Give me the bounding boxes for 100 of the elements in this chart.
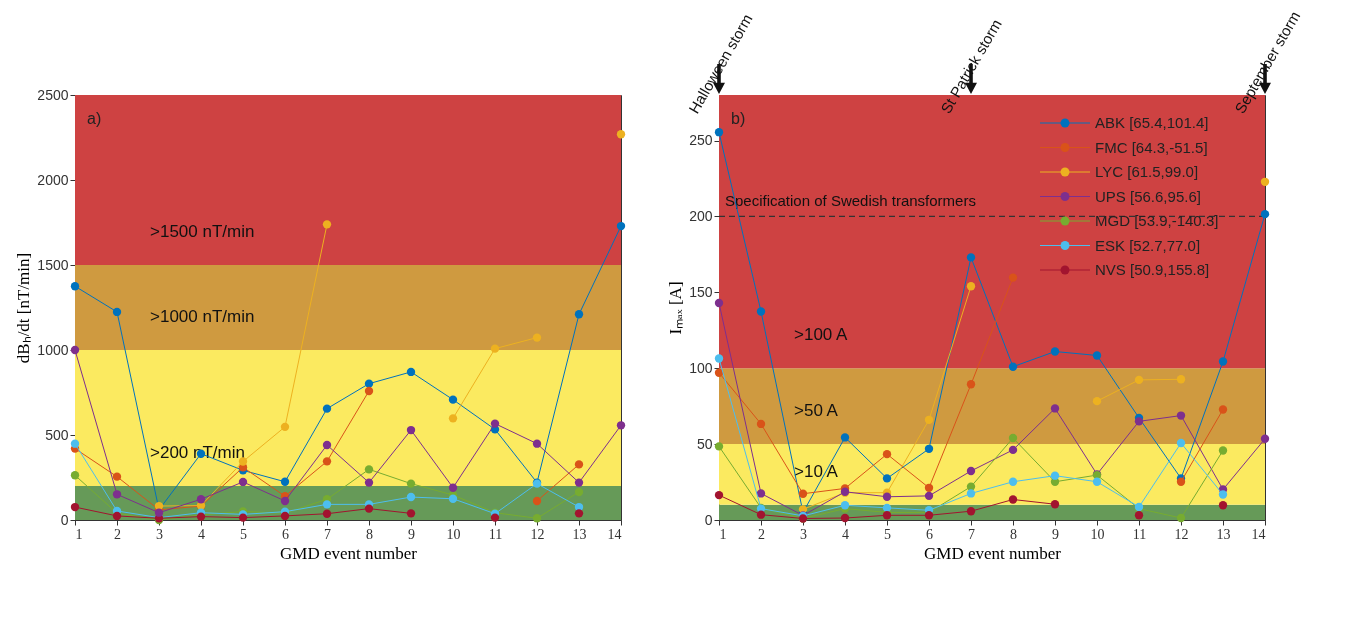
point <box>616 421 626 430</box>
x-tick-label: 2 <box>758 526 765 542</box>
point <box>756 489 766 498</box>
x-tick-label: 6 <box>926 526 933 542</box>
point <box>364 386 374 396</box>
point <box>1176 375 1186 384</box>
x-tick-label: 10 <box>446 526 461 542</box>
band-label: >1000 nT/min <box>150 307 255 326</box>
legend-label: ABK [65.4,101.4] <box>1095 114 1209 131</box>
y-tick-label: 100 <box>689 359 713 376</box>
x-tick-label: 14 <box>607 526 622 542</box>
point <box>966 507 976 516</box>
point <box>322 509 332 518</box>
x-tick-label: 5 <box>884 526 891 542</box>
y-tick-label: 150 <box>689 283 713 300</box>
y-tick-label: 250 <box>689 132 713 149</box>
x-tick-label: 3 <box>800 526 807 542</box>
band-label: >10 A <box>794 461 839 481</box>
point <box>1092 396 1102 406</box>
point <box>882 449 892 459</box>
point <box>714 490 724 500</box>
x-tick-label: 3 <box>156 526 163 542</box>
point <box>1050 347 1060 356</box>
point <box>280 422 290 432</box>
point <box>238 457 248 466</box>
point <box>112 490 122 499</box>
point <box>574 478 584 487</box>
point <box>322 500 332 509</box>
x-tick-label: 11 <box>1132 526 1147 542</box>
x-tick-label: 4 <box>842 526 849 542</box>
point <box>1218 446 1228 455</box>
point <box>574 509 584 518</box>
point <box>322 220 332 229</box>
point <box>532 496 542 506</box>
point <box>280 477 290 486</box>
point <box>322 457 332 466</box>
point <box>280 496 290 506</box>
point <box>1260 434 1270 443</box>
y-tick-label: 500 <box>45 426 69 443</box>
point <box>406 479 416 488</box>
band-label: >50 A <box>794 401 839 421</box>
legend-label: LYC [61.5,99.0] <box>1095 163 1199 180</box>
point <box>1260 177 1270 186</box>
x-tick-label: 9 <box>1052 526 1059 542</box>
point <box>714 128 724 137</box>
point <box>490 513 500 522</box>
point <box>840 433 850 442</box>
x-tick-label: 13 <box>1216 526 1231 542</box>
y-tick-label: 2500 <box>37 86 69 103</box>
point <box>322 404 332 413</box>
point <box>1218 501 1228 510</box>
point <box>1260 209 1270 219</box>
x-tick-label: 11 <box>488 526 503 542</box>
point <box>490 419 500 428</box>
x-tick-label: 4 <box>198 526 205 542</box>
point <box>574 310 584 319</box>
point <box>1050 471 1060 480</box>
point <box>1176 411 1186 420</box>
x-tick-label: 14 <box>1251 526 1266 542</box>
y-tick-label: 1500 <box>37 256 69 273</box>
y-tick-label: 2000 <box>37 171 69 188</box>
y-tick-label: 200 <box>689 207 713 224</box>
x-tick-label: 12 <box>1174 526 1189 542</box>
point <box>966 282 976 291</box>
x-tick-label: 8 <box>366 526 373 542</box>
point <box>322 440 332 450</box>
point <box>364 478 374 487</box>
point <box>70 282 80 291</box>
x-tick-label: 1 <box>75 526 83 542</box>
x-axis-title: GMD event number <box>280 543 418 563</box>
point <box>924 483 934 492</box>
point <box>1218 490 1228 499</box>
point <box>1050 404 1060 413</box>
point <box>364 465 374 474</box>
point <box>798 489 808 498</box>
point <box>840 513 850 523</box>
y-axis-title: Iₘₐₓ [A] <box>666 281 686 335</box>
legend-label: NVS [50.9,155.8] <box>1095 261 1210 278</box>
x-tick-label: 6 <box>282 526 289 542</box>
point <box>756 510 766 519</box>
point <box>532 514 542 523</box>
point <box>924 491 934 501</box>
legend-label: UPS [56.6,95.6] <box>1095 187 1201 205</box>
point <box>532 333 542 342</box>
point <box>406 492 416 502</box>
annotation: a) <box>87 110 102 127</box>
legend-label: FMC [64.3,-51.5] <box>1095 138 1208 156</box>
x-tick-label: 8 <box>1010 526 1017 542</box>
point <box>574 460 584 469</box>
point <box>1176 438 1186 448</box>
point <box>966 380 976 389</box>
point <box>966 253 976 262</box>
x-tick-label: 10 <box>1090 526 1105 542</box>
point <box>924 415 934 424</box>
point <box>1134 375 1144 385</box>
point <box>406 509 416 518</box>
point <box>714 298 724 308</box>
point <box>112 472 122 481</box>
y-tick-label: 50 <box>696 435 713 452</box>
legend-label: ESK [52.7,77.0] <box>1095 236 1201 254</box>
